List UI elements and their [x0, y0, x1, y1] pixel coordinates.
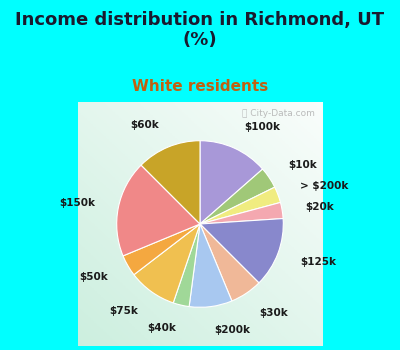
Text: Income distribution in Richmond, UT
(%): Income distribution in Richmond, UT (%)	[16, 10, 384, 49]
Text: $100k: $100k	[244, 122, 280, 132]
Text: $75k: $75k	[109, 306, 138, 316]
Wedge shape	[200, 169, 275, 224]
Text: $20k: $20k	[305, 202, 334, 212]
Text: $125k: $125k	[300, 257, 336, 267]
Wedge shape	[200, 218, 283, 283]
Text: $10k: $10k	[289, 160, 318, 170]
Text: $200k: $200k	[214, 325, 250, 335]
Text: ⓘ City-Data.com: ⓘ City-Data.com	[242, 109, 315, 118]
Wedge shape	[141, 141, 200, 224]
Text: White residents: White residents	[132, 79, 268, 94]
Wedge shape	[200, 141, 263, 224]
Text: > $200k: > $200k	[300, 181, 348, 191]
Wedge shape	[200, 202, 283, 224]
Wedge shape	[200, 187, 280, 224]
Text: $50k: $50k	[79, 272, 108, 282]
Wedge shape	[200, 224, 259, 301]
Text: $40k: $40k	[147, 323, 176, 333]
Text: $60k: $60k	[130, 120, 159, 131]
Wedge shape	[173, 224, 200, 307]
Wedge shape	[123, 224, 200, 275]
Wedge shape	[189, 224, 232, 307]
Wedge shape	[117, 165, 200, 256]
Wedge shape	[134, 224, 200, 303]
Text: $30k: $30k	[259, 308, 288, 318]
Text: $150k: $150k	[60, 198, 96, 208]
